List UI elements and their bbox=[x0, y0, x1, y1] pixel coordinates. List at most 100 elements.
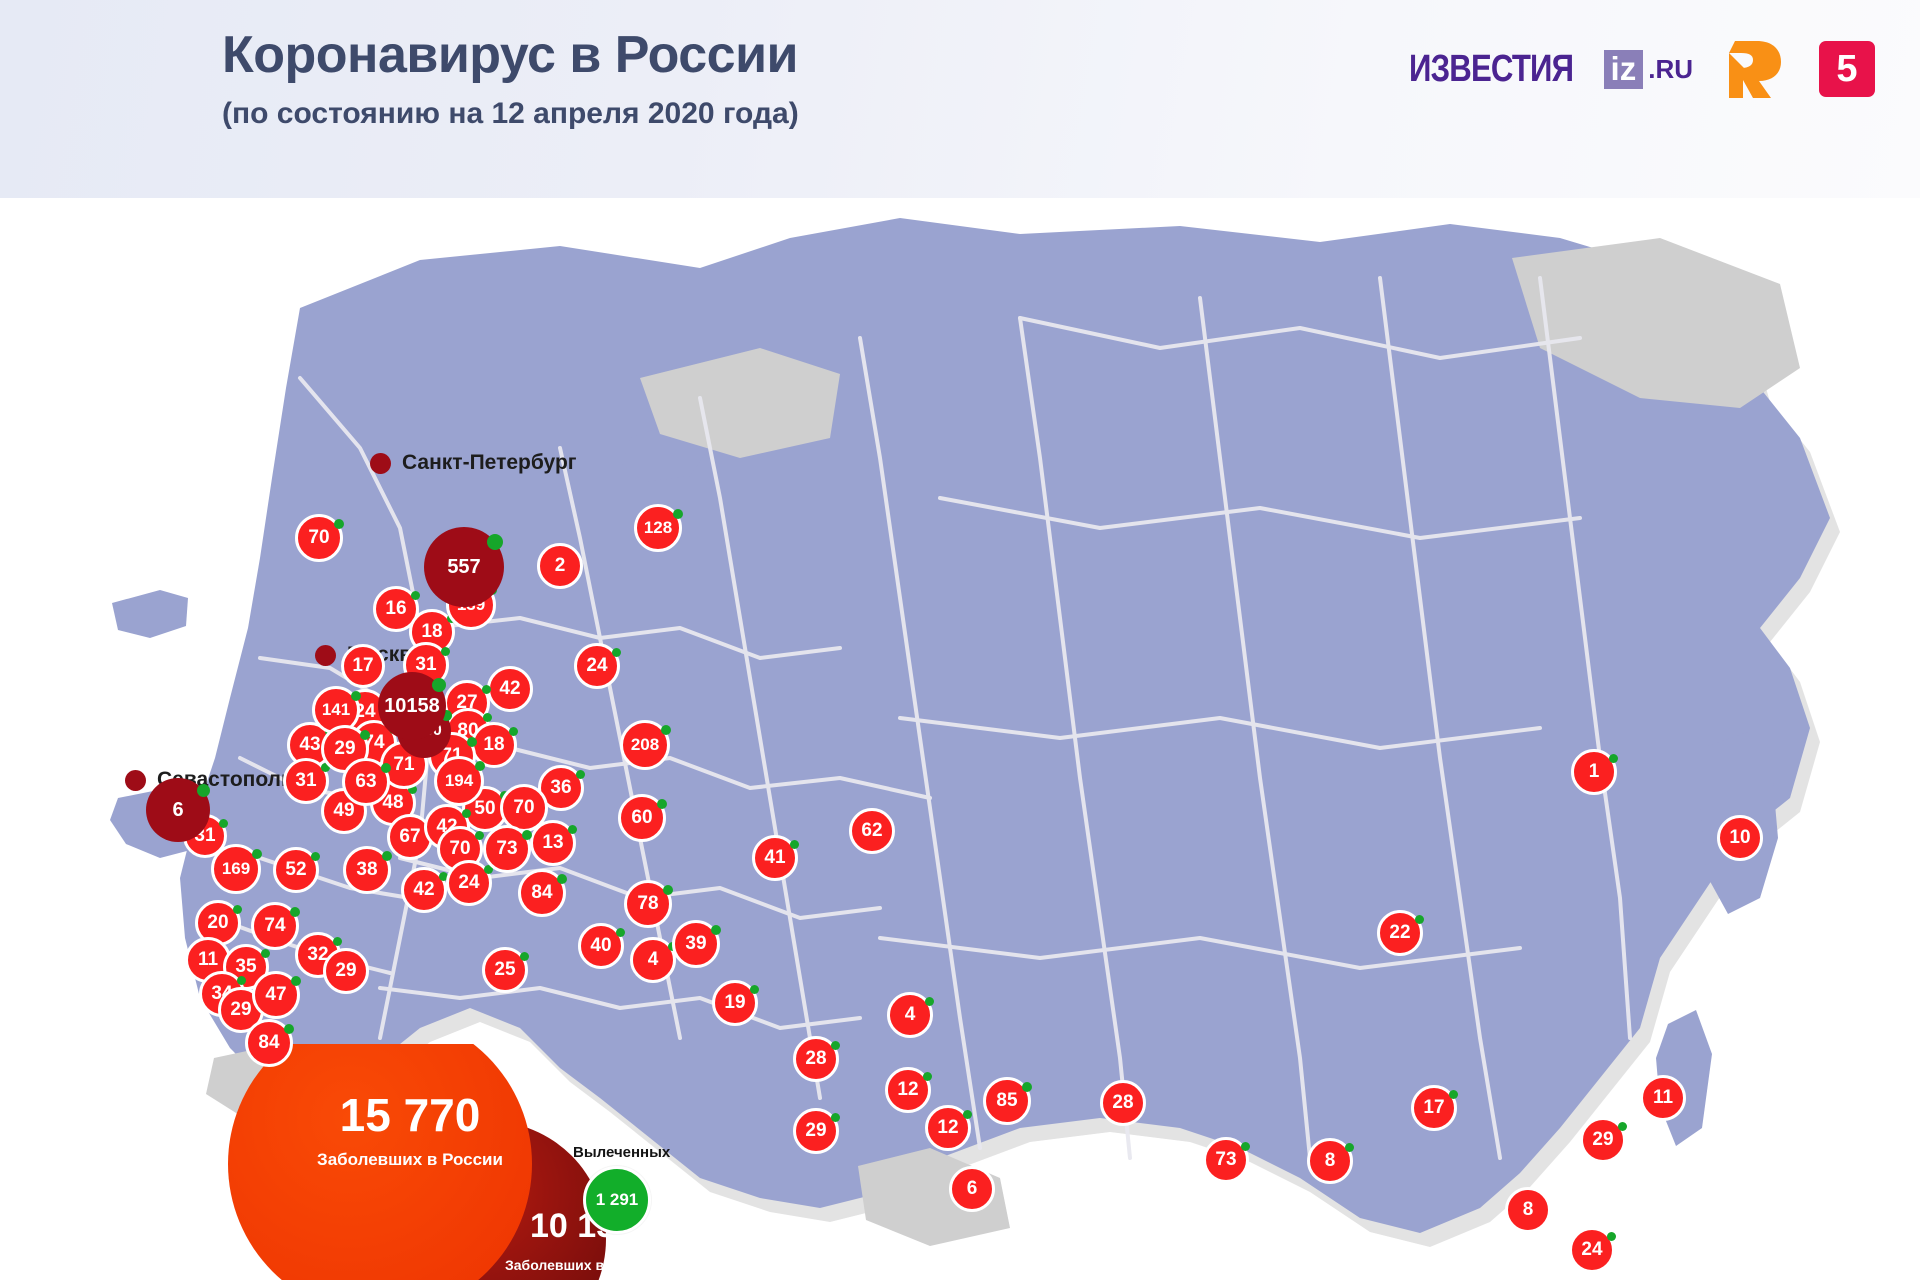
recovered-indicator-dot-icon bbox=[351, 691, 362, 702]
region-case-bubble[interactable]: 12 bbox=[925, 1105, 972, 1151]
recovered-indicator-dot-icon bbox=[332, 937, 342, 947]
recovered-indicator-dot-icon bbox=[611, 648, 621, 658]
recovered-indicator-dot-icon bbox=[432, 678, 447, 693]
russia-summary-circle bbox=[228, 1044, 532, 1280]
recovered-indicator-dot-icon bbox=[291, 976, 302, 987]
header-title-block: Коронавирус в России (по состоянию на 12… bbox=[222, 28, 799, 131]
region-case-bubble[interactable]: 73 bbox=[1203, 1137, 1250, 1183]
region-case-bubble[interactable]: 4 bbox=[630, 937, 677, 983]
recovered-indicator-dot-icon bbox=[232, 905, 242, 915]
city-marker-dot-icon bbox=[315, 644, 336, 666]
region-case-bubble[interactable]: 17 bbox=[1411, 1085, 1458, 1131]
recovered-indicator-dot-icon bbox=[284, 1024, 295, 1035]
region-case-bubble[interactable]: 169 bbox=[211, 844, 262, 894]
region-case-bubble[interactable]: 52 bbox=[273, 847, 320, 893]
region-case-bubble[interactable]: 10158 bbox=[378, 672, 447, 740]
recovered-indicator-dot-icon bbox=[660, 725, 671, 736]
region-case-bubble[interactable]: 42 bbox=[401, 867, 448, 913]
region-case-bubble[interactable]: 63 bbox=[342, 758, 392, 806]
city-marker-dot-icon bbox=[125, 769, 146, 791]
summary-blob: 15 770 Заболевших в России 10 158 Заболе… bbox=[228, 1044, 738, 1280]
region-case-bubble[interactable]: 8 bbox=[1307, 1138, 1354, 1184]
city-marker-1: Санкт-Петербург bbox=[370, 451, 577, 475]
region-case-bubble[interactable]: 60 bbox=[618, 794, 668, 842]
recovered-indicator-dot-icon bbox=[1617, 1122, 1627, 1132]
recovered-indicator-dot-icon bbox=[557, 874, 568, 885]
page-subtitle: (по состоянию на 12 апреля 2020 года) bbox=[222, 96, 799, 130]
recovered-indicator-dot-icon bbox=[487, 533, 504, 550]
recovered-indicator-dot-icon bbox=[381, 763, 392, 774]
region-case-bubble[interactable]: 70 bbox=[295, 514, 345, 562]
region-case-bubble[interactable]: 6 bbox=[949, 1166, 995, 1212]
recovered-indicator-dot-icon bbox=[924, 997, 934, 1007]
region-case-bubble[interactable]: 84 bbox=[518, 869, 568, 917]
recovered-indicator-dot-icon bbox=[482, 713, 492, 723]
region-case-bubble[interactable]: 29 bbox=[1580, 1117, 1627, 1163]
region-case-bubble[interactable]: 1 bbox=[1571, 749, 1618, 795]
region-case-bubble[interactable]: 11 bbox=[1640, 1075, 1686, 1121]
izvestia-wordmark: ИЗВЕСТИЯ bbox=[1409, 48, 1574, 90]
region-case-bubble[interactable]: 74 bbox=[251, 902, 301, 950]
region-case-bubble[interactable]: 42 bbox=[487, 666, 533, 712]
map-canvas: Санкт-Петербург Москва Севастополь 70 557 2 1… bbox=[0, 198, 1920, 1280]
region-case-bubble[interactable]: 557 bbox=[424, 527, 504, 607]
region-case-bubble[interactable]: 24 bbox=[446, 860, 493, 906]
region-case-bubble[interactable]: 84 bbox=[245, 1019, 295, 1067]
region-case-bubble[interactable]: 39 bbox=[672, 920, 722, 968]
ren-tv-logo-icon[interactable] bbox=[1727, 38, 1785, 100]
region-case-bubble[interactable]: 38 bbox=[343, 846, 393, 894]
russia-cases-value: 15 770 bbox=[339, 1089, 481, 1141]
region-case-bubble[interactable]: 29 bbox=[793, 1108, 840, 1154]
region-case-bubble[interactable]: 24 bbox=[574, 643, 621, 689]
region-case-bubble[interactable]: 6 bbox=[146, 778, 211, 842]
region-case-bubble[interactable]: 8 bbox=[1505, 1187, 1551, 1233]
region-case-bubble[interactable]: 10 bbox=[1717, 815, 1763, 861]
region-case-bubble[interactable]: 128 bbox=[634, 504, 684, 552]
region-case-bubble[interactable]: 28 bbox=[1100, 1080, 1146, 1126]
recovered-indicator-dot-icon bbox=[567, 825, 577, 835]
recovered-indicator-dot-icon bbox=[260, 949, 270, 959]
region-case-bubble[interactable]: 31 bbox=[283, 758, 330, 804]
region-case-bubble[interactable]: 16 bbox=[373, 586, 420, 632]
region-case-bubble[interactable]: 194 bbox=[434, 756, 485, 806]
recovered-indicator-dot-icon bbox=[673, 509, 684, 520]
moscow-cases-caption: Заболевших в Москве bbox=[505, 1257, 659, 1273]
region-case-bubble[interactable]: 40 bbox=[578, 923, 625, 969]
recovered-indicator-dot-icon bbox=[1344, 1143, 1354, 1153]
region-case-bubble[interactable]: 28 bbox=[793, 1036, 840, 1082]
izvestia-logo[interactable]: ИЗВЕСТИЯ iz .RU bbox=[1409, 48, 1693, 90]
region-case-bubble[interactable]: 22 bbox=[1377, 910, 1424, 956]
region-case-bubble[interactable]: 41 bbox=[752, 835, 799, 881]
channel-five-logo[interactable]: 5 bbox=[1819, 41, 1875, 97]
recovered-indicator-dot-icon bbox=[483, 865, 493, 875]
recovered-indicator-dot-icon bbox=[474, 761, 485, 772]
recovered-indicator-dot-icon bbox=[830, 1113, 840, 1123]
recovered-indicator-dot-icon bbox=[461, 809, 471, 819]
region-case-bubble[interactable]: 78 bbox=[624, 880, 674, 928]
region-case-bubble[interactable]: 25 bbox=[482, 947, 529, 993]
region-case-bubble[interactable]: 4 bbox=[887, 992, 934, 1038]
recovered-indicator-dot-icon bbox=[440, 709, 452, 721]
region-case-bubble[interactable]: 19 bbox=[712, 980, 759, 1026]
region-case-bubble[interactable]: 18 bbox=[471, 722, 518, 768]
recovered-indicator-dot-icon bbox=[320, 763, 330, 773]
region-case-bubble[interactable]: 2 bbox=[537, 543, 583, 589]
region-case-bubble[interactable]: 73 bbox=[483, 825, 533, 873]
summary-blob-svg bbox=[228, 1044, 606, 1280]
recovered-indicator-dot-icon bbox=[749, 985, 759, 995]
region-case-bubble[interactable]: 85 bbox=[983, 1077, 1033, 1125]
recovered-indicator-dot-icon bbox=[663, 885, 674, 896]
region-case-bubble[interactable]: 62 bbox=[849, 808, 895, 854]
region-case-bubble[interactable]: 47 bbox=[252, 971, 302, 1019]
region-case-bubble[interactable]: 13 bbox=[530, 820, 577, 866]
page-title: Коронавирус в России bbox=[222, 26, 799, 84]
region-case-bubble[interactable]: 12 bbox=[885, 1067, 932, 1113]
region-case-bubble[interactable]: 24 bbox=[1569, 1227, 1616, 1273]
region-case-bubble[interactable]: 208 bbox=[620, 720, 671, 770]
logo-group: ИЗВЕСТИЯ iz .RU 5 bbox=[1409, 38, 1875, 100]
region-case-bubble[interactable]: 17 bbox=[341, 644, 385, 688]
recovered-indicator-dot-icon bbox=[410, 591, 420, 601]
recovered-indicator-dot-icon bbox=[657, 799, 668, 810]
region-case-bubble[interactable]: 29 bbox=[323, 948, 369, 994]
russia-map-svg bbox=[110, 218, 1840, 1247]
